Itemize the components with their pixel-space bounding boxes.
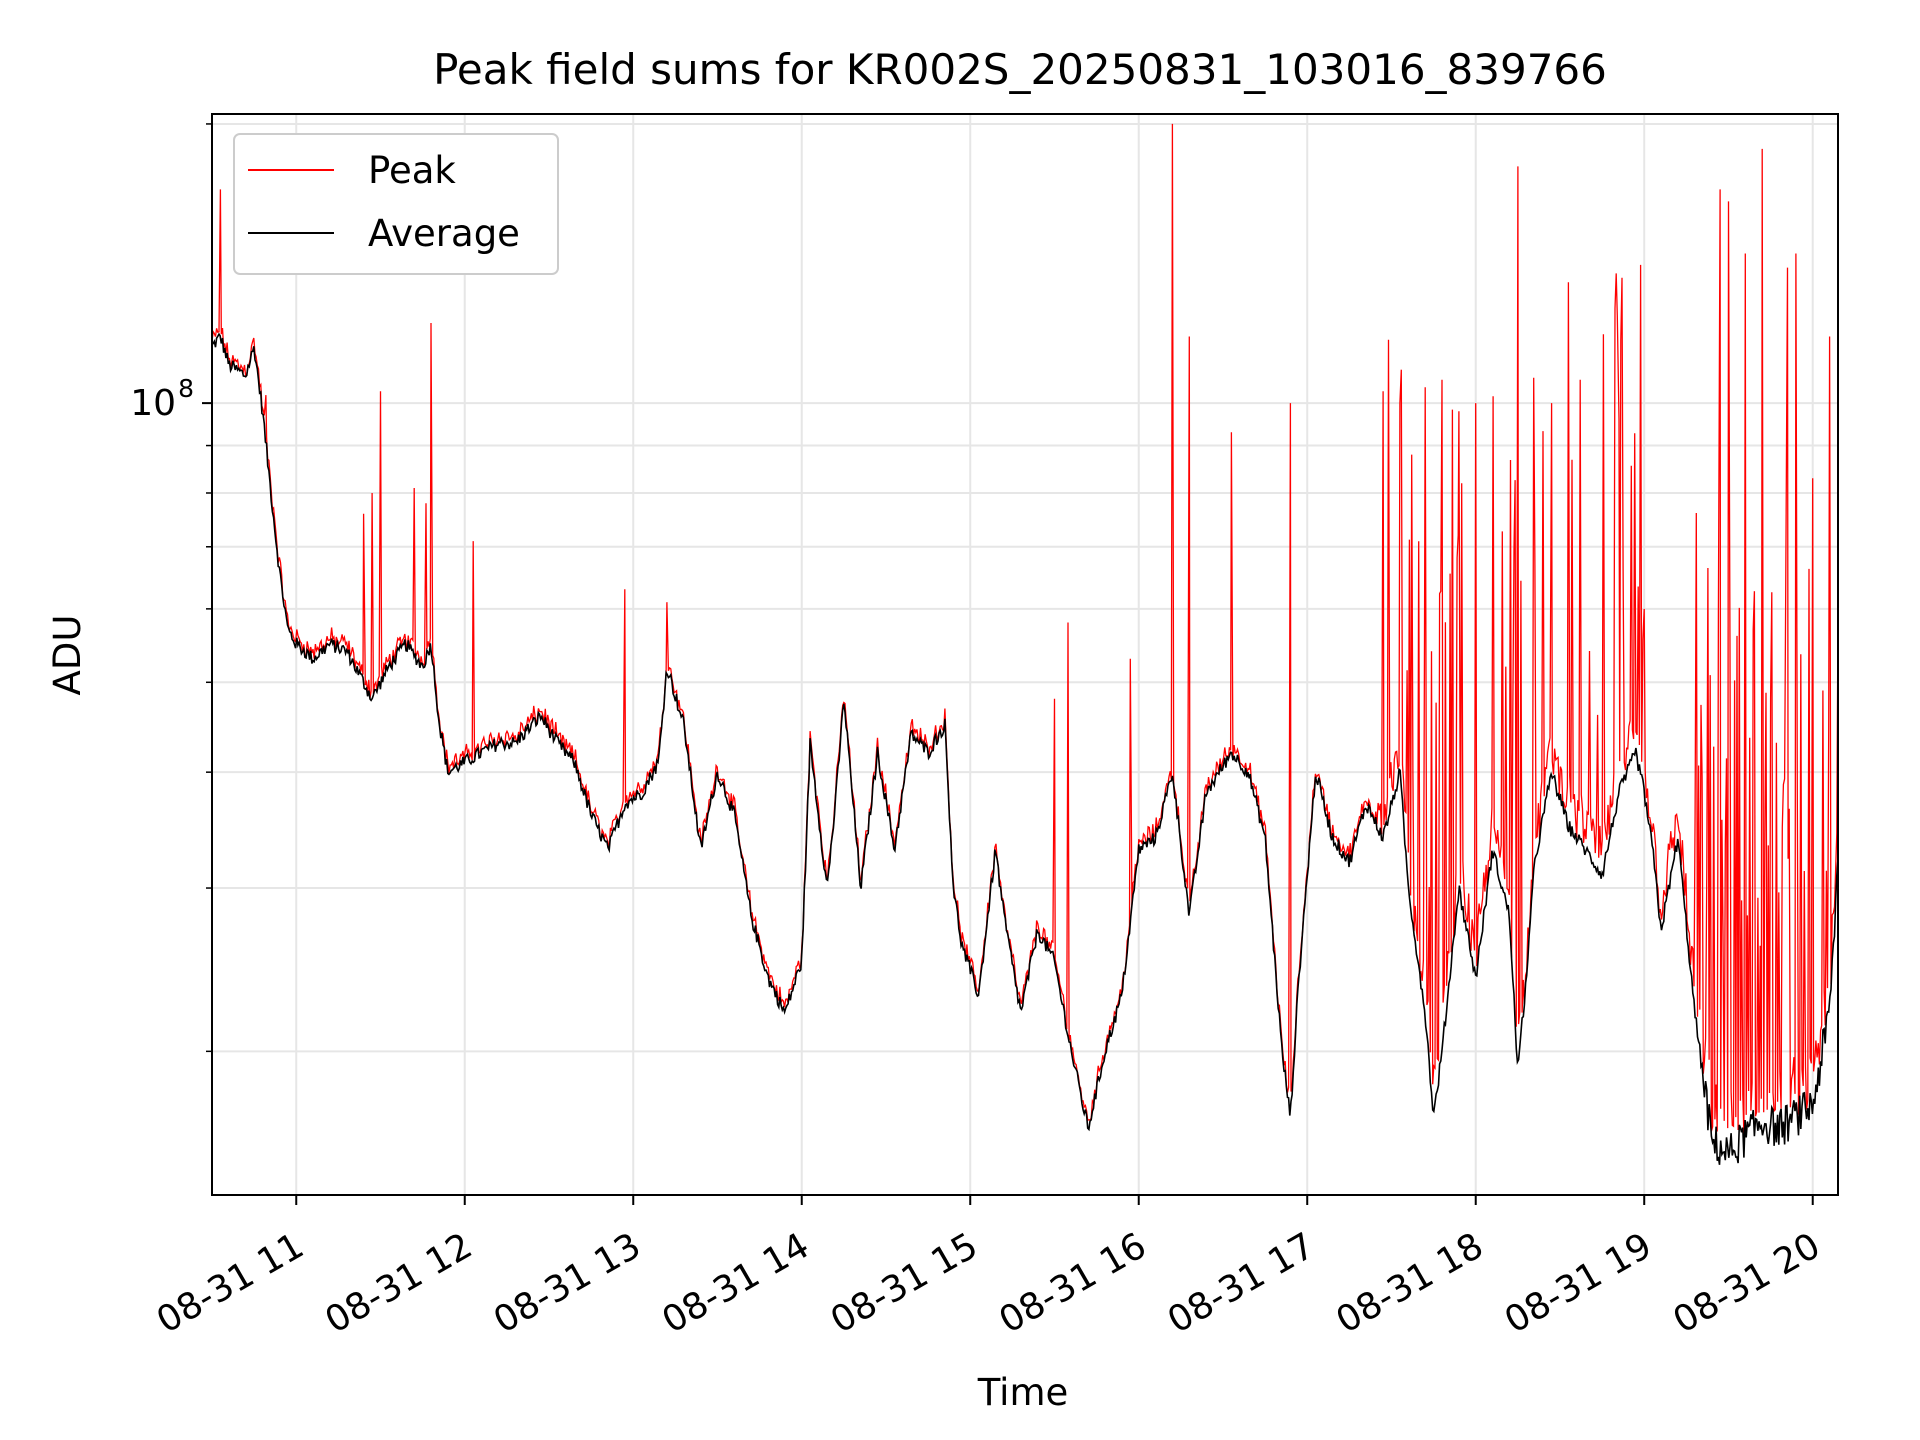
y-tick-label: 10 bbox=[130, 383, 176, 424]
legend-peak-label: Peak bbox=[368, 149, 456, 192]
peak-series-line bbox=[212, 123, 1838, 1135]
x-tick-label: 08-31 19 bbox=[1498, 1225, 1659, 1341]
x-axis-label: Time bbox=[977, 1371, 1069, 1414]
y-axis-ticks: 10 8 bbox=[130, 123, 212, 1053]
series-lines bbox=[212, 123, 1838, 1165]
legend-average-label: Average bbox=[368, 212, 520, 255]
x-tick-label: 08-31 18 bbox=[1330, 1225, 1491, 1341]
x-tick-label: 08-31 16 bbox=[993, 1225, 1154, 1341]
x-tick-label: 08-31 11 bbox=[150, 1225, 311, 1341]
x-tick-label: 08-31 15 bbox=[824, 1225, 985, 1341]
chart-title: Peak field sums for KR002S_20250831_1030… bbox=[433, 45, 1607, 94]
x-tick-label: 08-31 13 bbox=[487, 1225, 648, 1341]
x-tick-label: 08-31 20 bbox=[1667, 1225, 1828, 1341]
grid-lines bbox=[212, 114, 1838, 1195]
y-tick-exponent: 8 bbox=[178, 374, 194, 403]
x-tick-label: 08-31 12 bbox=[319, 1225, 480, 1341]
x-axis-ticks: 08-31 11 08-31 12 08-31 13 08-31 14 08-31 15… bbox=[150, 1195, 1827, 1342]
y-axis-label: ADU bbox=[46, 615, 89, 696]
plot-frame bbox=[211, 113, 1839, 1196]
x-tick-label: 08-31 17 bbox=[1161, 1225, 1322, 1341]
x-tick-label: 08-31 14 bbox=[656, 1225, 817, 1341]
legend: Peak Average bbox=[233, 133, 559, 275]
average-series-line bbox=[212, 332, 1838, 1165]
